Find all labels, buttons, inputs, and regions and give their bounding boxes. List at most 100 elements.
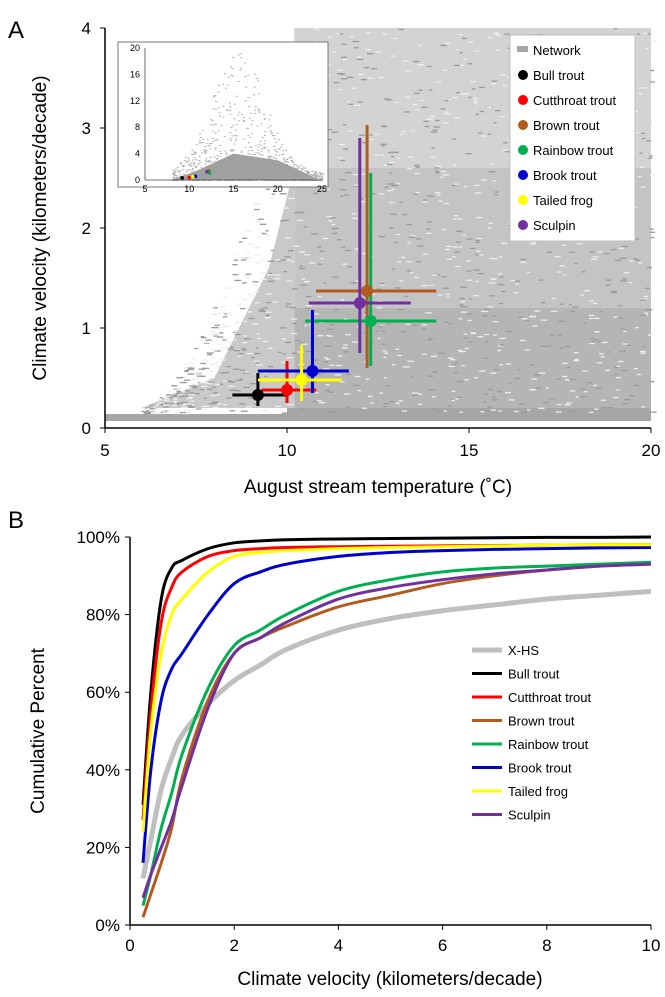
cloud-speck — [323, 368, 330, 370]
cloud-speck — [503, 142, 508, 144]
cloud-speck — [199, 375, 206, 377]
cloud-speck — [270, 249, 275, 252]
line-brook-trout — [141, 545, 652, 864]
cloud-speck — [610, 291, 617, 294]
cloud-speck — [282, 353, 286, 355]
cloud-speck — [367, 77, 374, 79]
cloud-base-left — [105, 414, 287, 421]
inset-speck — [215, 158, 218, 160]
inset-speck — [305, 170, 308, 172]
cloud-speck — [539, 372, 546, 374]
cloud-speck — [254, 254, 261, 256]
cloud-speck — [339, 381, 345, 383]
cloud-speck — [174, 398, 178, 400]
cloud-speck — [415, 166, 421, 168]
inset-speck — [203, 179, 206, 181]
cloud-speck — [467, 319, 472, 322]
inset-speck — [213, 96, 216, 98]
cloud-speck — [474, 377, 479, 379]
cloud-speck — [241, 403, 245, 405]
cloud-speck — [413, 193, 419, 195]
point-rainbow-trout — [364, 315, 377, 327]
cloud-speck — [472, 294, 480, 297]
cloud-speck — [452, 164, 457, 166]
inset-point-tailed-frog — [190, 175, 195, 179]
cloud-speck — [184, 370, 189, 373]
cloud-speck — [477, 272, 485, 275]
line-rainbow-trout — [141, 560, 652, 906]
cloud-speck — [593, 302, 598, 305]
inset-speck — [242, 138, 245, 140]
cloud-speck — [650, 69, 655, 72]
inset-speck — [191, 179, 194, 181]
cloud-speck — [390, 155, 395, 158]
cloud-speck — [391, 188, 395, 190]
cloud-speck — [265, 230, 269, 232]
cloud-speck — [622, 257, 627, 259]
cloud-speck — [379, 282, 386, 285]
inset-speck — [269, 114, 272, 116]
cloud-speck — [325, 64, 332, 66]
legend-label: Tailed frog — [508, 784, 568, 799]
cloud-speck — [620, 280, 627, 282]
legend-label: Brook trout — [508, 761, 572, 776]
cloud-speck — [176, 409, 181, 411]
cloud-speck — [421, 353, 427, 356]
cloud-speck — [535, 387, 542, 389]
cloud-speck — [605, 279, 612, 281]
cloud-speck — [285, 305, 289, 308]
cloud-speck — [382, 126, 387, 128]
cloud-speck — [356, 56, 362, 58]
cloud-speck — [470, 332, 477, 334]
cloud-speck — [492, 396, 496, 398]
inset-speck — [314, 175, 317, 177]
inset-speck — [286, 158, 289, 160]
cloud-speck — [389, 227, 394, 229]
cloud-speck — [337, 88, 342, 91]
inset-speck — [253, 86, 256, 88]
cloud-speck — [497, 390, 501, 393]
inset-speck — [247, 96, 250, 98]
cloud-speck — [350, 282, 358, 284]
cloud-speck — [401, 131, 407, 133]
cloud-speck — [421, 324, 427, 326]
panel-a-errorbars — [232, 125, 437, 406]
inset-speck — [212, 124, 215, 126]
cloud-speck — [545, 387, 550, 389]
inset-speck — [290, 160, 293, 162]
cloud-speck — [374, 133, 379, 135]
cloud-speck — [520, 258, 526, 261]
y-tick-label: 2 — [82, 219, 91, 238]
inset-speck — [218, 112, 221, 114]
cloud-speck — [499, 337, 507, 339]
cloud-speck — [584, 289, 591, 292]
cloud-speck — [529, 243, 536, 245]
inset-speck — [267, 151, 270, 153]
cloud-speck — [299, 251, 306, 253]
cloud-speck — [345, 172, 352, 174]
inset-speck — [195, 166, 198, 168]
cloud-speck — [465, 153, 472, 155]
cloud-speck — [156, 403, 163, 405]
cloud-speck — [361, 252, 369, 255]
cloud-speck — [279, 327, 287, 329]
inset-speck — [280, 146, 283, 148]
inset-speck — [230, 74, 233, 76]
cloud-speck — [484, 308, 490, 310]
cloud-speck — [566, 366, 571, 369]
cloud-speck — [401, 410, 407, 412]
cloud-speck — [315, 392, 320, 394]
inset-speck — [202, 129, 205, 131]
cloud-speck — [331, 131, 338, 133]
cloud-speck — [379, 284, 385, 286]
panel-a-x-axis-label: August stream temperature (˚C) — [244, 477, 512, 498]
cloud-speck — [317, 335, 324, 337]
cloud-speck — [593, 317, 600, 319]
cloud-speck — [341, 43, 348, 45]
cloud-speck — [348, 103, 354, 106]
cloud-speck — [462, 234, 466, 236]
cloud-speck — [426, 65, 432, 68]
cloud-speck — [164, 402, 170, 404]
inset-speck — [275, 158, 278, 160]
